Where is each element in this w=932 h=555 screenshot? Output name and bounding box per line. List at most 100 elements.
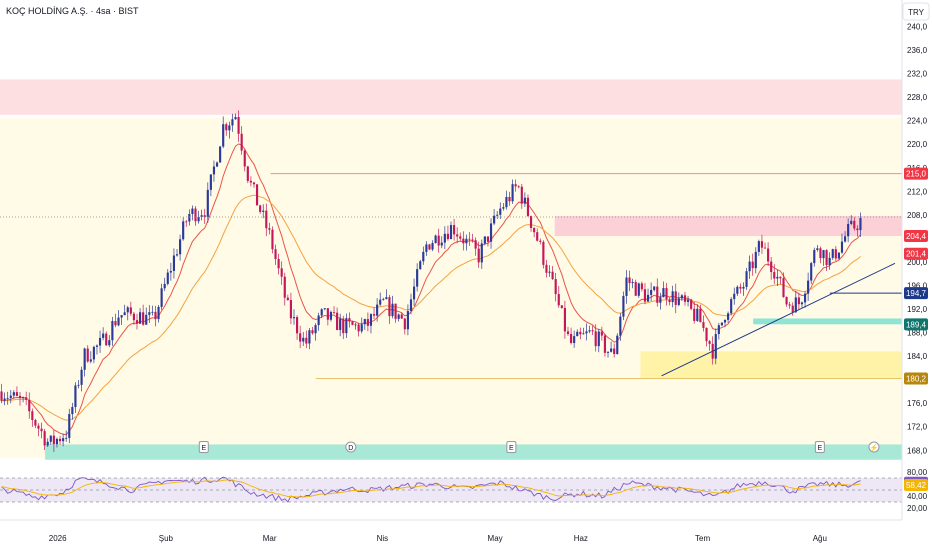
candle-body bbox=[496, 214, 499, 216]
candle-body bbox=[514, 184, 517, 187]
candle-body bbox=[837, 252, 840, 259]
candle-body bbox=[480, 243, 483, 263]
candle-body bbox=[157, 306, 160, 320]
candle-body bbox=[646, 294, 650, 302]
y-axis-tick-label: 188,0 bbox=[907, 329, 928, 338]
candle-body bbox=[240, 133, 243, 151]
candle-body bbox=[637, 283, 640, 296]
candle-body bbox=[142, 312, 145, 325]
candle-body bbox=[843, 236, 847, 242]
candle-body bbox=[132, 313, 135, 321]
candle-body bbox=[102, 333, 105, 338]
candle-body bbox=[329, 311, 333, 320]
candle-body bbox=[462, 238, 465, 244]
candle-body bbox=[105, 333, 108, 346]
candle-body bbox=[255, 184, 259, 206]
event-marker[interactable] bbox=[814, 441, 825, 453]
candle-body bbox=[662, 288, 665, 298]
candle-body bbox=[760, 241, 764, 248]
candle-body bbox=[412, 286, 416, 300]
event-marker[interactable] bbox=[506, 441, 517, 453]
candle-body bbox=[52, 435, 55, 445]
resistance-zone bbox=[0, 79, 902, 115]
candle-body bbox=[779, 276, 782, 279]
y-axis-tick-label: 208,0 bbox=[907, 211, 928, 220]
price-pane-background bbox=[0, 118, 902, 458]
candle-body bbox=[259, 205, 262, 212]
y-axis-tick-label: 168,0 bbox=[907, 446, 928, 455]
y-axis-tick-label: 240,0 bbox=[907, 23, 928, 32]
candle-body bbox=[446, 233, 450, 240]
event-marker[interactable] bbox=[198, 441, 209, 453]
candle-body bbox=[520, 186, 523, 204]
candle-body bbox=[46, 441, 49, 446]
candle-body bbox=[434, 235, 437, 244]
candle-body bbox=[342, 318, 345, 334]
candle-body bbox=[172, 255, 176, 271]
candle-body bbox=[22, 397, 25, 399]
candle-body bbox=[563, 307, 566, 332]
candle-body bbox=[6, 397, 9, 399]
candle-body bbox=[690, 299, 693, 309]
candle-body bbox=[499, 208, 502, 215]
candle-body bbox=[274, 249, 277, 259]
candle-body bbox=[505, 196, 508, 208]
y-axis-tick-label: 232,0 bbox=[907, 70, 928, 79]
candle-body bbox=[810, 263, 813, 281]
candle-body bbox=[197, 216, 200, 222]
candle-body bbox=[797, 297, 800, 305]
candle-body bbox=[360, 324, 363, 332]
candle-body bbox=[126, 307, 129, 313]
candle-body bbox=[443, 233, 446, 243]
candle-body bbox=[723, 319, 727, 323]
candle-body bbox=[163, 283, 166, 289]
candle-body bbox=[456, 234, 459, 237]
candle-body bbox=[717, 325, 720, 335]
candle-body bbox=[714, 334, 717, 359]
candle-body bbox=[357, 324, 360, 332]
x-axis-tick-label: Ağu bbox=[813, 534, 827, 543]
price-label-text: 201,4 bbox=[906, 250, 927, 259]
candle-body bbox=[249, 180, 252, 183]
candle-body bbox=[317, 315, 320, 326]
candle-body bbox=[120, 315, 123, 318]
candle-body bbox=[382, 299, 385, 300]
candle-body bbox=[406, 311, 409, 330]
candle-body bbox=[326, 308, 329, 320]
candle-body bbox=[403, 318, 406, 330]
candle-body bbox=[770, 261, 773, 273]
candle-body bbox=[763, 247, 767, 249]
candle-body bbox=[533, 227, 536, 233]
candle-body bbox=[111, 321, 114, 341]
candle-body bbox=[169, 270, 172, 273]
candle-body bbox=[828, 257, 831, 265]
candle-body bbox=[794, 297, 797, 313]
candle-body bbox=[222, 124, 225, 147]
candle-body bbox=[138, 312, 142, 324]
candle-body bbox=[548, 271, 551, 273]
candle-body bbox=[625, 277, 628, 296]
event-marker[interactable] bbox=[868, 441, 880, 453]
candle-body bbox=[511, 184, 514, 202]
candle-body bbox=[391, 303, 394, 317]
candle-body bbox=[323, 308, 326, 310]
candle-body bbox=[803, 293, 807, 303]
candle-body bbox=[43, 431, 46, 446]
rsi-value-text: 58,42 bbox=[906, 481, 927, 490]
currency-button[interactable]: TRY bbox=[902, 2, 930, 21]
candle-body bbox=[200, 215, 203, 217]
candle-body bbox=[643, 289, 647, 302]
event-marker[interactable] bbox=[345, 441, 357, 453]
support-zone bbox=[45, 444, 903, 460]
candle-body bbox=[320, 309, 323, 316]
candle-body bbox=[739, 286, 742, 289]
trend-line bbox=[661, 262, 896, 377]
candle-body bbox=[560, 305, 563, 308]
candle-body bbox=[813, 249, 816, 264]
candle-body bbox=[733, 293, 736, 300]
candle-body bbox=[15, 392, 19, 396]
candle-body bbox=[631, 282, 634, 284]
candle-body bbox=[129, 307, 132, 314]
candle-body bbox=[252, 182, 256, 185]
